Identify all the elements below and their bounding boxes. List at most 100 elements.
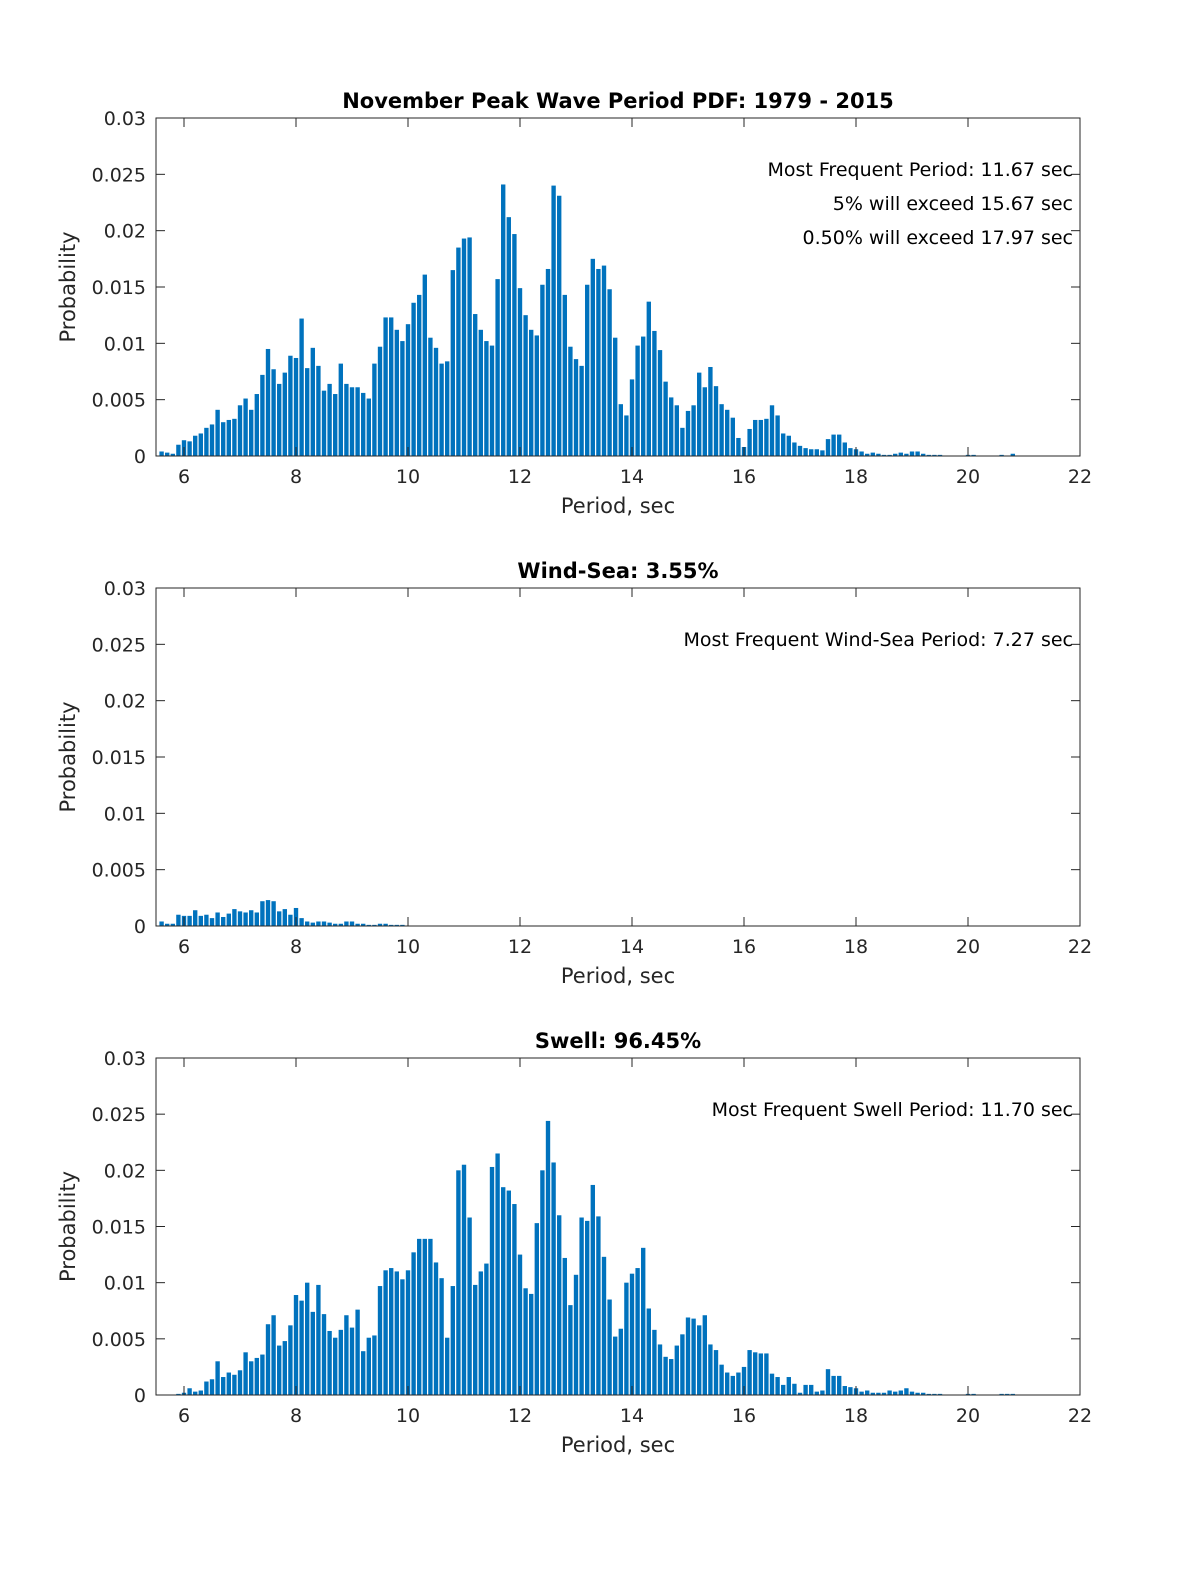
bar — [646, 301, 651, 456]
bar — [316, 365, 321, 456]
bar — [209, 1379, 215, 1395]
bar — [394, 1271, 399, 1395]
bar — [534, 1223, 539, 1395]
bar — [758, 419, 763, 456]
bar — [226, 419, 231, 456]
bar — [310, 1311, 315, 1395]
bar — [439, 363, 444, 456]
bar — [803, 448, 808, 456]
bar — [607, 289, 612, 456]
bar — [478, 329, 483, 456]
bar — [221, 422, 226, 456]
bar — [881, 454, 887, 456]
bar — [674, 405, 679, 456]
bar — [265, 900, 271, 926]
bar — [915, 1392, 920, 1395]
bar — [909, 451, 915, 456]
bar — [366, 1337, 371, 1395]
x-tick-label: 16 — [732, 1405, 756, 1427]
annotation: 0.50% will exceed 17.97 sec — [803, 227, 1073, 249]
bar — [590, 258, 595, 456]
bar — [484, 1263, 489, 1395]
y-tick-label: 0.03 — [104, 1048, 146, 1070]
bar — [344, 921, 349, 926]
bar — [394, 329, 399, 456]
bar — [848, 1387, 853, 1395]
bar — [613, 337, 618, 456]
bar — [450, 270, 455, 456]
bar — [769, 405, 775, 456]
bar — [327, 1330, 332, 1395]
bar — [237, 1370, 243, 1395]
bar — [702, 1315, 707, 1395]
bar — [971, 1393, 976, 1395]
bar — [333, 923, 338, 926]
bar — [243, 398, 248, 456]
y-tick-label: 0.01 — [104, 333, 146, 355]
bar — [411, 302, 416, 456]
bar — [837, 434, 842, 456]
bar — [685, 410, 691, 456]
chart-title: Wind-Sea: 3.55% — [517, 559, 718, 583]
bar — [736, 437, 741, 456]
bar — [557, 195, 562, 457]
annotation: Most Frequent Period: 11.67 sec — [767, 159, 1073, 181]
bar — [265, 348, 271, 456]
bar — [372, 924, 377, 926]
bar — [523, 315, 528, 456]
bar — [293, 907, 299, 926]
bar — [209, 424, 215, 456]
x-tick-label: 6 — [178, 1405, 190, 1427]
bar — [898, 1390, 903, 1395]
bar — [226, 1372, 231, 1395]
x-tick-label: 18 — [844, 1405, 868, 1427]
bar — [417, 1238, 422, 1395]
bar — [937, 1393, 943, 1395]
bar — [445, 1337, 450, 1395]
bar — [814, 1391, 819, 1395]
y-tick-label: 0.005 — [92, 390, 146, 412]
bar — [445, 361, 450, 456]
y-tick-label: 0.005 — [92, 1329, 146, 1351]
bar — [405, 324, 411, 456]
x-tick-label: 10 — [396, 1405, 420, 1427]
bar — [249, 910, 254, 926]
bar — [260, 374, 265, 456]
chart-title: November Peak Wave Period PDF: 1979 - 20… — [342, 89, 894, 113]
bar — [921, 453, 926, 456]
bar — [277, 383, 282, 456]
bar — [349, 387, 355, 456]
bar — [680, 427, 685, 456]
bar — [159, 451, 164, 456]
bar — [562, 294, 567, 456]
bar — [523, 1288, 528, 1395]
bar — [243, 1352, 248, 1395]
bar — [187, 915, 192, 926]
bar — [484, 341, 489, 456]
bar — [937, 454, 943, 456]
bar — [652, 1329, 657, 1395]
bar — [282, 372, 287, 456]
x-axis-label: Period, sec — [561, 964, 675, 988]
bar — [904, 453, 909, 456]
chart-panel-3: 6 8 10 12 14 16 18 20 22 0 0.005 0.01 0.015 0.02 0.025… — [56, 1029, 1092, 1457]
bar — [725, 1372, 730, 1395]
bar — [585, 284, 590, 456]
bar — [719, 1364, 724, 1395]
bar — [204, 914, 209, 926]
bar — [411, 1252, 416, 1395]
bar — [629, 379, 635, 456]
bar — [501, 184, 506, 456]
bar — [551, 1162, 556, 1395]
bar — [926, 454, 931, 456]
bar — [545, 1120, 551, 1395]
x-tick-label: 22 — [1068, 466, 1092, 488]
bar — [663, 1356, 668, 1395]
bar — [691, 1318, 696, 1395]
x-tick-label: 6 — [178, 936, 190, 958]
bar — [775, 1377, 780, 1395]
bar — [338, 1329, 343, 1395]
bar — [293, 1295, 299, 1395]
y-tick-label: 0.01 — [104, 1273, 146, 1295]
bar — [232, 909, 237, 926]
